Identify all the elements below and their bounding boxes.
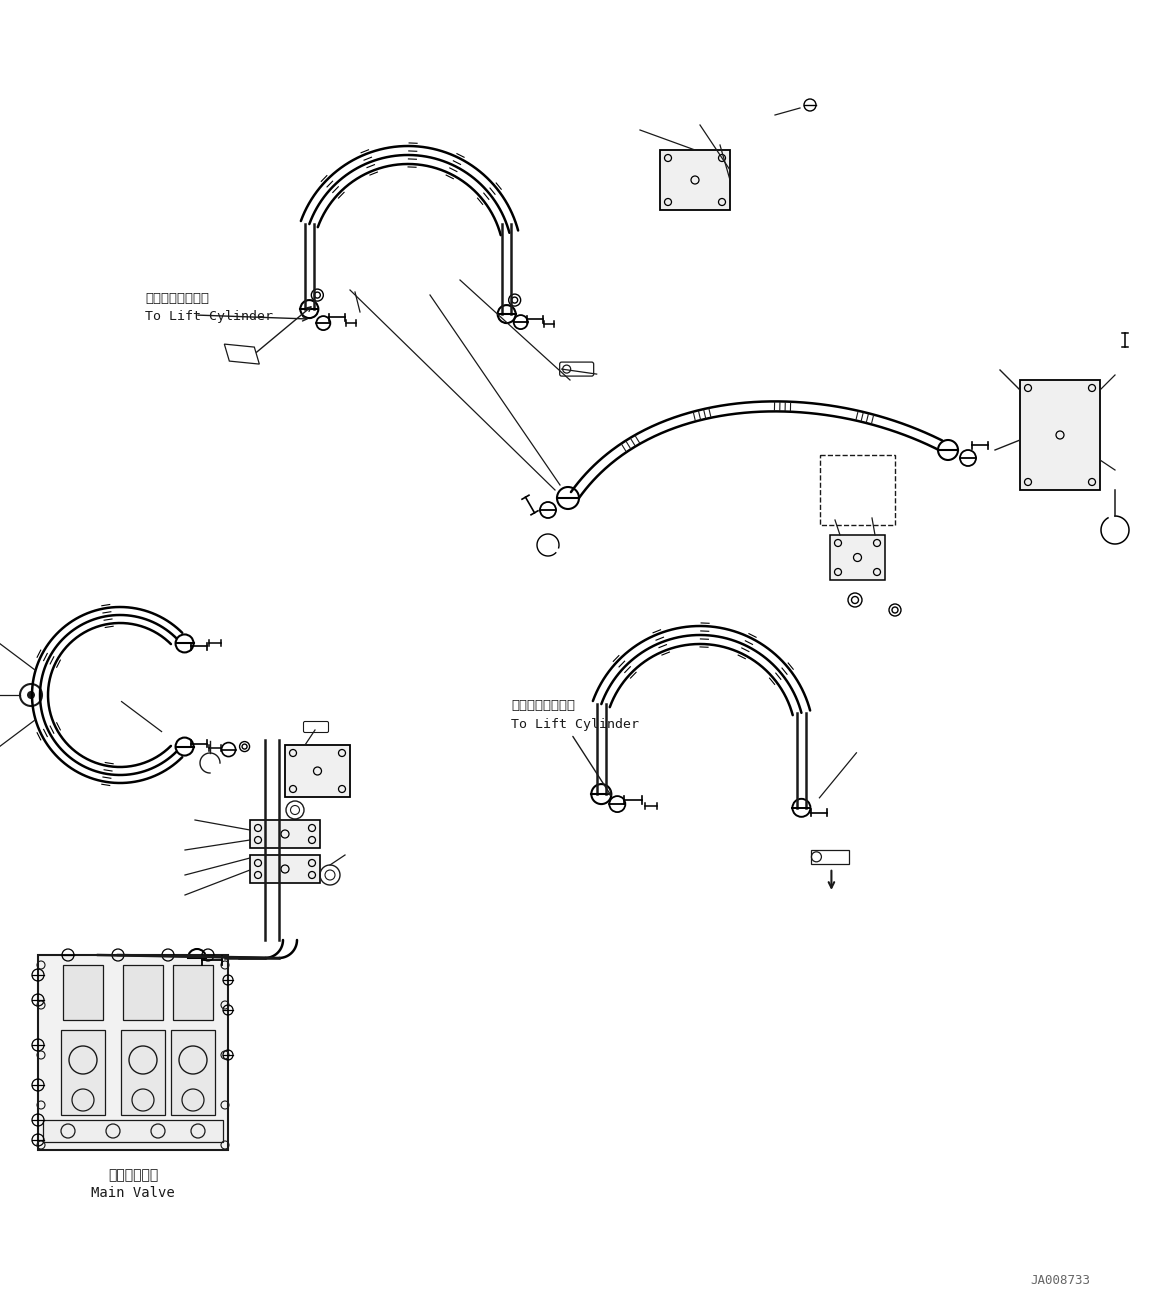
Text: JA008733: JA008733 xyxy=(1030,1274,1090,1287)
Bar xyxy=(812,850,849,863)
Bar xyxy=(659,150,730,211)
Bar xyxy=(250,820,320,848)
Text: Main Valve: Main Valve xyxy=(91,1186,174,1200)
FancyBboxPatch shape xyxy=(559,362,593,376)
Bar xyxy=(830,536,885,580)
Polygon shape xyxy=(224,343,259,365)
Bar xyxy=(173,965,213,1020)
Text: リフトシリンダヘ: リフトシリンダヘ xyxy=(512,699,576,712)
Bar xyxy=(60,1030,105,1115)
Bar xyxy=(1020,380,1100,490)
Bar xyxy=(43,1120,223,1142)
Bar xyxy=(820,455,896,525)
Bar xyxy=(38,955,228,1150)
Bar xyxy=(123,965,163,1020)
Bar xyxy=(63,965,104,1020)
Circle shape xyxy=(27,691,35,699)
FancyBboxPatch shape xyxy=(304,721,328,733)
Bar xyxy=(171,1030,215,1115)
Text: To Lift Cylinder: To Lift Cylinder xyxy=(145,311,273,322)
Bar xyxy=(121,1030,165,1115)
Text: リフトシリンダヘ: リフトシリンダヘ xyxy=(145,292,209,305)
Bar xyxy=(250,855,320,883)
Bar xyxy=(285,745,350,797)
Text: To Lift Cylinder: To Lift Cylinder xyxy=(512,719,640,732)
Text: メインバルブ: メインバルブ xyxy=(108,1169,158,1182)
